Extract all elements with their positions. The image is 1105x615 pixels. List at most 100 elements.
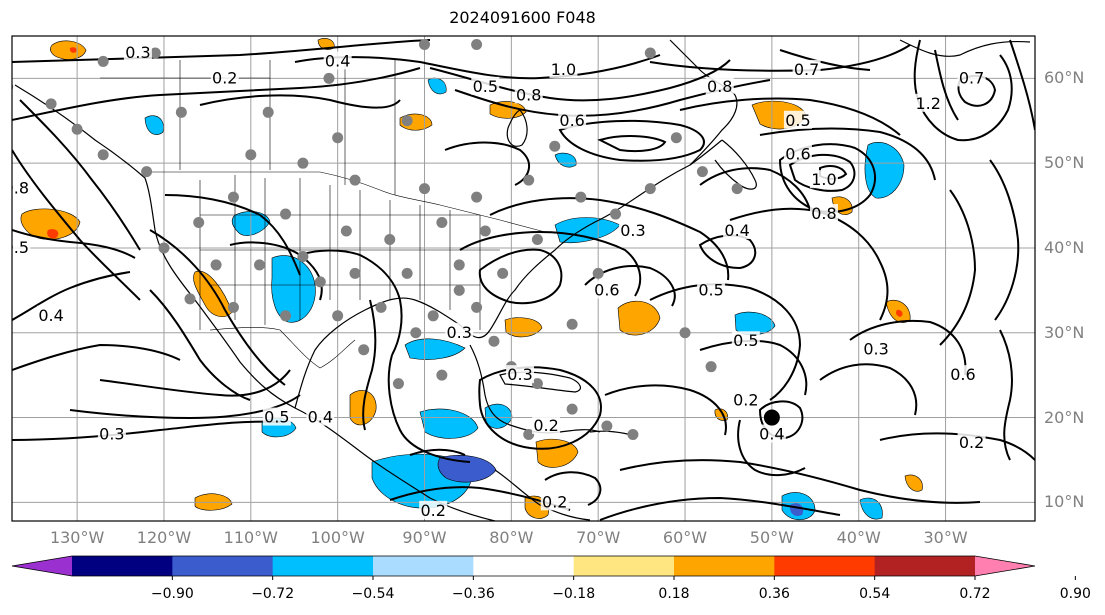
contour-label: 0.6 — [559, 111, 584, 130]
latitude-label: 50°N — [1044, 153, 1085, 173]
contour-label: 0.5 — [264, 408, 289, 427]
contour-label-bg — [723, 221, 752, 240]
contour-label: 0.6 — [785, 145, 810, 164]
contour-label: 0.5 — [473, 77, 498, 96]
observation-point — [575, 191, 587, 203]
contour-label: 0.4 — [308, 408, 333, 427]
observation-point — [419, 38, 430, 50]
contour-label-bg — [809, 170, 838, 189]
colorbar-outline — [11, 555, 1036, 577]
observation-point — [349, 267, 361, 279]
contour-label-bg — [549, 59, 578, 78]
observation-point — [210, 259, 222, 271]
colorbar-tick-label: 0.90 — [1059, 586, 1091, 602]
observation-point — [297, 250, 309, 262]
colorbar-tick-label: −0.90 — [150, 586, 194, 602]
contour-label-bg — [445, 322, 474, 341]
observation-point — [193, 217, 205, 229]
observation-point — [375, 301, 387, 313]
colorbar-tick-label: 0.54 — [859, 586, 891, 602]
colorbar-extend-max — [975, 556, 1035, 576]
contour-label: 1.0 — [551, 60, 576, 79]
contour-label-bg — [12, 178, 31, 197]
observation-point — [696, 166, 708, 178]
shaded-region — [489, 101, 527, 119]
observation-point — [592, 267, 604, 279]
colorbar-extend-min — [12, 556, 72, 576]
observation-point — [149, 47, 161, 59]
colorbar-tick-label: 0.72 — [959, 586, 991, 602]
observation-point — [314, 276, 326, 288]
observation-point — [184, 293, 196, 305]
observation-point — [401, 267, 413, 279]
contour-label: 0.3 — [125, 43, 150, 62]
colorbar-segment — [172, 556, 274, 576]
contour-label-bg — [419, 500, 448, 519]
observation-point — [523, 429, 535, 441]
observation-point — [471, 301, 483, 313]
shaded-region — [904, 474, 923, 492]
observation-point — [679, 327, 691, 339]
contour-label: 0.3 — [620, 221, 645, 240]
observation-point — [384, 233, 396, 245]
shaded-region — [535, 439, 579, 468]
observation-point — [227, 191, 239, 203]
colorbar-segment — [473, 556, 575, 576]
longitude-label: 110°W — [223, 528, 278, 547]
contour-label: 0.6 — [594, 280, 619, 299]
shaded-region — [69, 47, 77, 53]
contour-label-bg — [957, 68, 986, 87]
contour-label-bg — [757, 424, 786, 443]
longitude-label: 130°W — [49, 528, 105, 547]
map-plot-area: 0.30.20.40.5 0.81.00.60.80.70.51.20.61.00… — [12, 36, 1035, 521]
shaded-region — [47, 229, 59, 239]
observation-point — [436, 217, 448, 229]
shaded-region — [896, 309, 903, 317]
contour-label: 0.3 — [863, 340, 888, 359]
contour-label: 0.5 — [733, 331, 758, 350]
shaded-regions — [20, 38, 923, 521]
contour-label-bg — [697, 280, 726, 299]
colorbar-segment — [272, 556, 374, 576]
contour-label: 0.7 — [794, 60, 819, 79]
observation-point — [549, 140, 561, 152]
contour-label-bg — [862, 339, 891, 358]
observation-point — [401, 115, 413, 127]
observation-point — [323, 72, 335, 84]
contour-label: 0.8 — [516, 85, 541, 104]
contour-label-bg — [558, 110, 587, 129]
contour-label-bg — [809, 204, 838, 223]
contour-label-bg — [948, 365, 977, 384]
contour-label: 0.2 — [533, 416, 558, 435]
contour-label: 0.6 — [950, 365, 975, 384]
contour-label-bg — [306, 407, 335, 426]
contour-label: 1.0 — [811, 170, 836, 189]
contour-label: 0.8 — [707, 77, 732, 96]
contour-labels: 0.30.20.40.5 0.81.00.60.80.70.51.20.61.00… — [12, 42, 986, 520]
observation-point — [453, 259, 465, 271]
contour-label-bg — [792, 59, 821, 78]
colorbar-tick-label: −0.18 — [552, 586, 596, 602]
observation-point — [436, 369, 448, 381]
contour-label: 0.3 — [447, 323, 472, 342]
observation-point — [280, 310, 292, 322]
observation-point — [479, 225, 491, 237]
observation-point — [71, 123, 83, 135]
latitude-label: 60°N — [1044, 68, 1085, 88]
observation-point — [227, 301, 239, 313]
observation-point — [332, 310, 344, 322]
contour-label: 0.3 — [99, 425, 124, 444]
contour-label: 0.2 — [212, 68, 237, 87]
colorbar-segment — [373, 556, 474, 576]
observation-point — [97, 149, 109, 161]
observation-point — [358, 344, 370, 356]
contour-label-bg — [592, 280, 621, 299]
observation-point — [488, 335, 500, 347]
contour-label: 0.5 — [698, 280, 723, 299]
contour-label-bg — [914, 93, 943, 112]
longitude-label: 50°W — [749, 528, 794, 547]
observation-point — [705, 361, 717, 373]
observation-point — [141, 166, 153, 178]
observation-point — [610, 208, 622, 220]
